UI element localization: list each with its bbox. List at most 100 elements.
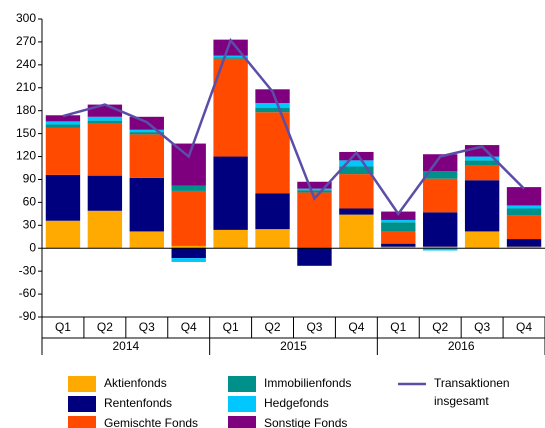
legend-label: Rentenfonds bbox=[104, 396, 172, 410]
bar-segment bbox=[506, 215, 542, 240]
legend-swatch bbox=[68, 396, 96, 412]
y-tick-label: 30 bbox=[23, 217, 37, 231]
x-tick-label: Q1 bbox=[55, 320, 71, 334]
bar-segment bbox=[129, 132, 164, 135]
y-tick-label: 60 bbox=[23, 195, 37, 209]
bar-segment bbox=[381, 219, 416, 223]
legend-swatch bbox=[228, 376, 256, 392]
bar-segment bbox=[45, 174, 81, 221]
bar-segment bbox=[255, 107, 290, 113]
bar-segment bbox=[213, 156, 248, 230]
bar-segment bbox=[297, 190, 332, 193]
bar-segment bbox=[129, 177, 164, 232]
y-tick-label: 240 bbox=[16, 57, 36, 71]
legend-swatch bbox=[68, 376, 96, 392]
y-tick-label: 300 bbox=[16, 11, 36, 25]
y-tick-label: 120 bbox=[16, 149, 36, 163]
bar-segment bbox=[506, 187, 542, 206]
bar-segment bbox=[171, 190, 206, 246]
x-tick-label: Q2 bbox=[432, 320, 448, 334]
bar-segment bbox=[213, 57, 248, 59]
bar-segment bbox=[423, 212, 458, 247]
x-tick-label: Q3 bbox=[474, 320, 490, 334]
x-tick-label: Q4 bbox=[181, 320, 197, 334]
bar-segment bbox=[255, 229, 290, 249]
x-tick-label: Q3 bbox=[306, 320, 322, 334]
legend-swatch bbox=[228, 416, 256, 428]
bar-segment bbox=[423, 171, 458, 179]
bar-segment bbox=[171, 258, 206, 262]
bar-segment bbox=[255, 89, 290, 104]
bar-segment bbox=[297, 188, 332, 191]
bar-segment bbox=[381, 246, 416, 249]
bar-segment bbox=[45, 220, 81, 249]
bar-segment bbox=[213, 55, 248, 58]
y-tick-label: 0 bbox=[29, 240, 36, 254]
bar-segment bbox=[506, 246, 542, 249]
bar-segment bbox=[45, 124, 81, 128]
bar-segment bbox=[339, 174, 374, 209]
bar-segment bbox=[381, 231, 416, 244]
y-tick-label: 270 bbox=[16, 34, 36, 48]
x-tick-label: Q3 bbox=[139, 320, 155, 334]
y-tick-label: -30 bbox=[19, 263, 37, 277]
legend-swatch bbox=[68, 416, 96, 428]
bar-segment bbox=[339, 160, 374, 167]
bar-segment bbox=[464, 180, 500, 232]
y-tick-label: -90 bbox=[19, 309, 37, 323]
y-tick-label: 210 bbox=[16, 80, 36, 94]
bar-segment bbox=[171, 248, 206, 259]
bar-segment bbox=[423, 246, 458, 249]
bar-segment bbox=[297, 181, 332, 189]
year-label: 2015 bbox=[280, 339, 307, 353]
bar-segment bbox=[464, 160, 500, 166]
x-tick-label: Q4 bbox=[516, 320, 532, 334]
bar-segment bbox=[297, 192, 332, 249]
y-tick-label: 150 bbox=[16, 126, 36, 140]
legend-label: Gemischte Fonds bbox=[104, 416, 198, 428]
bar-segment bbox=[506, 208, 542, 216]
x-tick-label: Q1 bbox=[223, 320, 239, 334]
legend-label: Aktienfonds bbox=[104, 376, 167, 390]
bar-segment bbox=[464, 231, 500, 249]
bar-segment bbox=[381, 243, 416, 247]
bar-segment bbox=[339, 151, 374, 161]
bar-segment bbox=[87, 123, 123, 176]
bar-segment bbox=[255, 112, 290, 194]
y-tick-label: 90 bbox=[23, 172, 37, 186]
bar-segment bbox=[464, 145, 500, 157]
bar-segment bbox=[213, 229, 248, 249]
legend-label: Hedgefonds bbox=[264, 396, 329, 410]
bar-segment bbox=[87, 120, 123, 124]
x-tick-label: Q2 bbox=[265, 320, 281, 334]
bar-segment bbox=[297, 248, 332, 266]
x-tick-label: Q2 bbox=[97, 320, 113, 334]
bar-segment bbox=[87, 175, 123, 211]
x-tick-label: Q4 bbox=[348, 320, 364, 334]
bar-segment bbox=[255, 193, 290, 230]
bar-segment bbox=[423, 248, 458, 251]
bar-segment bbox=[464, 156, 500, 161]
bar-segment bbox=[87, 116, 123, 121]
bar-segment bbox=[45, 121, 81, 125]
bar-segment bbox=[339, 208, 374, 215]
legend-label: Transaktionen insgesamt bbox=[434, 376, 510, 408]
legend-label: Sonstige Fonds bbox=[264, 416, 347, 428]
year-label: 2016 bbox=[448, 339, 475, 353]
legend-label: Immobilienfonds bbox=[264, 376, 351, 390]
bar-segment bbox=[423, 178, 458, 213]
bar-segment bbox=[506, 205, 542, 209]
total-line bbox=[62, 37, 525, 217]
bar-segment bbox=[339, 166, 374, 175]
bar-segment bbox=[171, 185, 206, 191]
bar-segment bbox=[339, 214, 374, 249]
bar-segment bbox=[506, 239, 542, 247]
bar-segment bbox=[45, 127, 81, 175]
y-tick-label: 180 bbox=[16, 103, 36, 117]
bar-segment bbox=[129, 129, 164, 133]
bar-segment bbox=[464, 165, 500, 181]
year-label: 2014 bbox=[112, 339, 139, 353]
bar-segment bbox=[87, 210, 123, 249]
bar-segment bbox=[45, 115, 81, 122]
